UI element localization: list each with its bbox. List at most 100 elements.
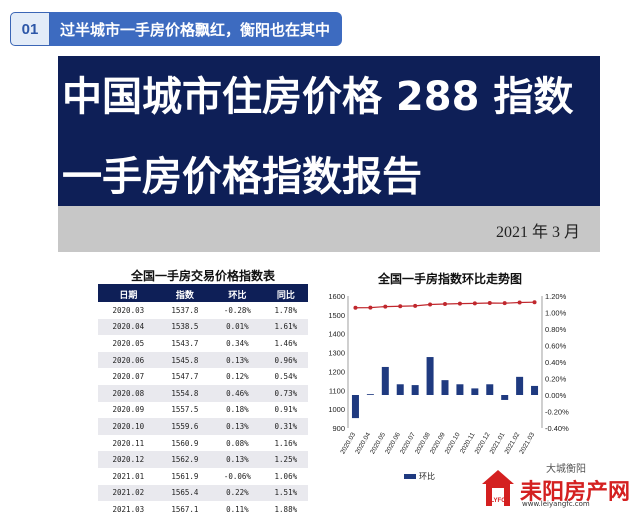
table-cell: 0.13% bbox=[211, 418, 264, 435]
table-cell: 2020.05 bbox=[98, 335, 159, 352]
table-cell: 1554.8 bbox=[158, 384, 212, 402]
chart-point bbox=[502, 301, 507, 306]
left-tick-label: 1400 bbox=[328, 330, 345, 339]
table-cell: 0.91% bbox=[263, 401, 308, 419]
legend-swatch bbox=[404, 474, 416, 479]
table-row: 2020.11 1560.9 0.08% 1.16% bbox=[98, 434, 308, 452]
chart-point bbox=[443, 302, 447, 307]
chart-point bbox=[457, 301, 462, 306]
table-cell: 0.13% bbox=[211, 451, 264, 468]
left-tick-label: 1100 bbox=[329, 386, 345, 395]
table-row: 2020.08 1554.8 0.46% 0.73% bbox=[98, 384, 308, 402]
watermark: LYFC 大城衡阳 耒阳房产网 www.leiyangfc.com bbox=[478, 460, 638, 510]
table-cell: 0.46% bbox=[211, 384, 264, 402]
table-cell: 1.51% bbox=[263, 484, 308, 502]
chart-point bbox=[383, 304, 388, 309]
table-cell: 1.06% bbox=[263, 467, 308, 485]
table-cell: 2020.07 bbox=[98, 368, 159, 385]
table-cell: 0.13% bbox=[211, 351, 264, 369]
table-cell: 1545.8 bbox=[158, 351, 212, 369]
table-cell: 2020.11 bbox=[98, 434, 159, 452]
table-cell: 0.18% bbox=[211, 401, 264, 419]
right-tick-label: 0.00% bbox=[545, 391, 567, 400]
right-tick-label: 0.40% bbox=[545, 358, 567, 367]
table-cell: 2021.03 bbox=[98, 501, 159, 518]
table-cell: 0.22% bbox=[211, 484, 264, 502]
table-cell: 0.12% bbox=[211, 368, 264, 385]
section-header: 01 过半城市一手房价格飘红，衡阳也在其中 bbox=[10, 12, 343, 46]
table-cell: 0.11% bbox=[211, 501, 264, 518]
report-banner: 中国城市住房价格 288 指数 一手房价格指数报告 bbox=[58, 56, 600, 206]
watermark-account: 大城衡阳 bbox=[546, 464, 586, 475]
chart-point bbox=[487, 300, 492, 305]
right-tick-label: -0.40% bbox=[545, 424, 569, 433]
table-row: 2020.04 1538.5 0.01% 1.61% bbox=[98, 318, 308, 336]
table-cell: -0.28% bbox=[211, 302, 264, 319]
left-tick-label: 1300 bbox=[328, 349, 345, 358]
table-cell: 2020.10 bbox=[98, 418, 159, 435]
table-cell: -0.06% bbox=[211, 467, 264, 485]
chart-point bbox=[517, 300, 522, 305]
table-title: 全国一手房交易价格指数表 bbox=[98, 268, 308, 286]
table-cell: 1537.8 bbox=[158, 302, 212, 319]
right-tick-label: 1.20% bbox=[545, 292, 567, 301]
table-cell: 0.01% bbox=[211, 318, 264, 336]
chart-point bbox=[532, 300, 537, 305]
table-row: 2020.12 1562.9 0.13% 1.25% bbox=[98, 451, 308, 468]
banner-title-line2: 一手房价格指数报告 bbox=[62, 154, 422, 200]
table-cell: 1562.9 bbox=[158, 451, 212, 468]
left-tick-label: 1600 bbox=[328, 292, 345, 301]
table-cell: 1538.5 bbox=[158, 318, 212, 336]
watermark-brand: 耒阳房产网 bbox=[520, 480, 631, 505]
table-cell: 2020.09 bbox=[98, 401, 159, 419]
table-row: 2020.09 1557.5 0.18% 0.91% bbox=[98, 401, 308, 419]
chart-point bbox=[413, 303, 418, 308]
table-cell: 1565.4 bbox=[158, 484, 212, 502]
table-cell: 0.31% bbox=[263, 418, 308, 435]
left-tick-label: 1500 bbox=[328, 311, 345, 320]
chart-bar bbox=[471, 388, 479, 395]
table-cell: 2021.02 bbox=[98, 484, 159, 502]
badge-text: LYFC bbox=[490, 498, 506, 504]
chart-bar bbox=[516, 376, 524, 395]
chart-bar bbox=[456, 384, 464, 395]
table-cell: 2020.03 bbox=[98, 302, 159, 319]
chart-bar bbox=[426, 357, 434, 395]
table-header-cell: 环比 bbox=[211, 286, 264, 302]
table-cell: 2020.08 bbox=[98, 384, 159, 402]
date-band: 2021 年 3 月 bbox=[58, 206, 600, 252]
table-cell: 0.34% bbox=[211, 335, 264, 352]
chart-bar bbox=[501, 395, 509, 400]
table-cell: 1.16% bbox=[263, 434, 308, 452]
index-table: 日期 指数 环比 同比 2020.03 1537.8 -0.28% 1.78% 2020.04… bbox=[98, 286, 308, 518]
left-tick-label: 900 bbox=[332, 424, 345, 433]
table-cell: 1559.6 bbox=[158, 418, 212, 435]
report-date: 2021 年 3 月 bbox=[495, 224, 580, 241]
table-row: 2021.02 1565.4 0.22% 1.51% bbox=[98, 484, 308, 502]
table-cell: 0.96% bbox=[263, 351, 308, 369]
table-row: 2020.06 1545.8 0.13% 0.96% bbox=[98, 351, 308, 369]
section-title: 过半城市一手房价格飘红，衡阳也在其中 bbox=[50, 12, 343, 46]
right-tick-label: 0.80% bbox=[545, 325, 567, 334]
table-cell: 1.88% bbox=[263, 501, 308, 518]
section-number: 01 bbox=[10, 12, 50, 46]
table-cell: 1560.9 bbox=[158, 434, 212, 452]
chart-point bbox=[368, 305, 373, 310]
table-header-cell: 同比 bbox=[263, 286, 308, 302]
table-cell: 2020.06 bbox=[98, 351, 159, 369]
price-index-table: 全国一手房交易价格指数表 日期 指数 环比 同比 2020.03 1537.8 -0.28… bbox=[98, 268, 308, 518]
table-cell: 1.78% bbox=[263, 302, 308, 319]
right-tick-label: 0.20% bbox=[545, 375, 567, 384]
table-cell: 1561.9 bbox=[158, 467, 212, 485]
table-cell: 2020.12 bbox=[98, 451, 159, 468]
banner-title-line1: 中国城市住房价格 288 指数 bbox=[62, 74, 574, 120]
chart-title: 全国一手房指数环比走势图 bbox=[377, 272, 522, 286]
chart-point bbox=[472, 301, 477, 306]
index-chart: 900 1000 1100 1200 1300 1400 1500 1600 -0.40% -0.… bbox=[328, 292, 569, 481]
table-cell: 0.54% bbox=[263, 368, 308, 385]
house-logo-icon: LYFC bbox=[482, 470, 514, 506]
table-cell: 2020.04 bbox=[98, 318, 159, 336]
table-cell: 1557.5 bbox=[158, 401, 212, 419]
right-tick-label: 0.60% bbox=[545, 342, 567, 351]
right-tick-label: 1.00% bbox=[545, 309, 567, 318]
